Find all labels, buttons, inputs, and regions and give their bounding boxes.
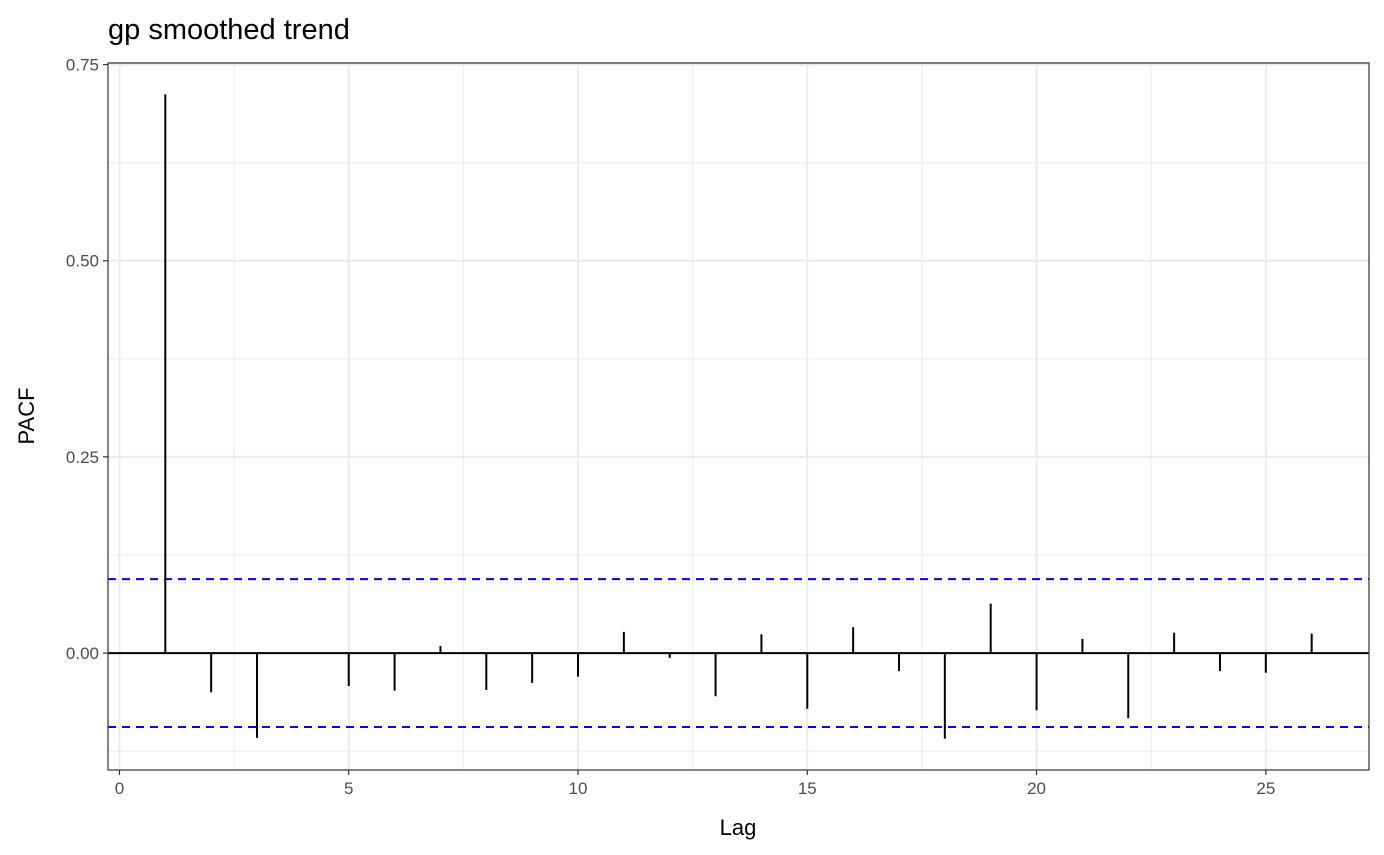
x-tick-label: 10 [569, 779, 588, 798]
x-axis-title: Lag [720, 815, 757, 840]
chart-title: gp smoothed trend [108, 14, 350, 46]
y-tick-label: 0.50 [66, 252, 99, 271]
x-tick-label: 25 [1256, 779, 1275, 798]
panel-border [107, 62, 1370, 771]
x-tick-label: 5 [344, 779, 353, 798]
y-tick-label: 0.00 [66, 644, 99, 663]
x-tick-label: 20 [1027, 779, 1046, 798]
y-tick-label: 0.75 [66, 56, 99, 75]
axes: 0 5 10 15 20 25 0.00 0.25 0.50 0.75 [66, 56, 1275, 798]
confidence-bounds [108, 578, 1369, 728]
x-tick-label: 0 [115, 779, 124, 798]
y-axis-title: PACF [14, 387, 39, 444]
y-tick-label: 0.25 [66, 448, 99, 467]
grid [108, 63, 1369, 770]
pacf-spikes [164, 94, 1313, 739]
x-tick-label: 15 [798, 779, 817, 798]
